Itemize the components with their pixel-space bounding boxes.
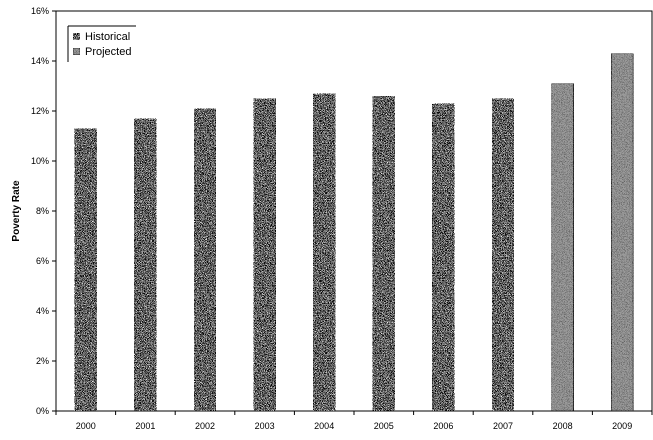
bar-2007-historical (491, 98, 515, 412)
bar-2002-historical (193, 108, 217, 412)
legend-label-projected: Projected (85, 46, 131, 58)
bar-2000-historical (74, 128, 98, 412)
x-tick-label: 2005 (374, 421, 394, 431)
y-tick-label: 4% (36, 306, 49, 316)
y-tick-label: 6% (36, 256, 49, 266)
legend: Historical Projected (67, 25, 136, 62)
bar-2001-historical (133, 118, 157, 412)
y-tick-label: 10% (31, 156, 49, 166)
bar-2009-projected (610, 53, 634, 412)
x-tick-label: 2009 (612, 421, 632, 431)
x-tick-label: 2000 (76, 421, 96, 431)
y-tick-label: 0% (36, 406, 49, 416)
y-tick-label: 14% (31, 56, 49, 66)
legend-label-historical: Historical (85, 31, 130, 43)
y-tick-label: 12% (31, 106, 49, 116)
x-tick-label: 2003 (255, 421, 275, 431)
legend-swatch-projected (72, 47, 81, 56)
legend-swatch-historical (72, 32, 81, 41)
x-tick-label: 2008 (553, 421, 573, 431)
bar-2003-historical (253, 98, 277, 412)
bar-2006-historical (431, 103, 455, 412)
y-axis-title: Poverty Rate (11, 180, 22, 242)
x-tick-label: 2004 (314, 421, 334, 431)
y-tick-label: 8% (36, 206, 49, 216)
y-axis: 0% 2% 4% 6% 8% 10% 12% 14% 16% (31, 6, 56, 416)
x-tick-label: 2007 (493, 421, 513, 431)
bar-2005-historical (372, 95, 396, 412)
x-axis: 2000 2001 2002 2003 2004 2005 2006 2007 2008 2009 (55, 411, 653, 431)
x-tick-label: 2001 (135, 421, 155, 431)
bars-group (74, 53, 634, 412)
legend-box (68, 26, 136, 62)
bar-2008-projected (551, 83, 574, 412)
x-tick-label: 2002 (195, 421, 215, 431)
y-tick-label: 16% (31, 6, 49, 16)
x-tick-label: 2006 (433, 421, 453, 431)
y-tick-label: 2% (36, 356, 49, 366)
bar-2004-historical (312, 93, 336, 412)
